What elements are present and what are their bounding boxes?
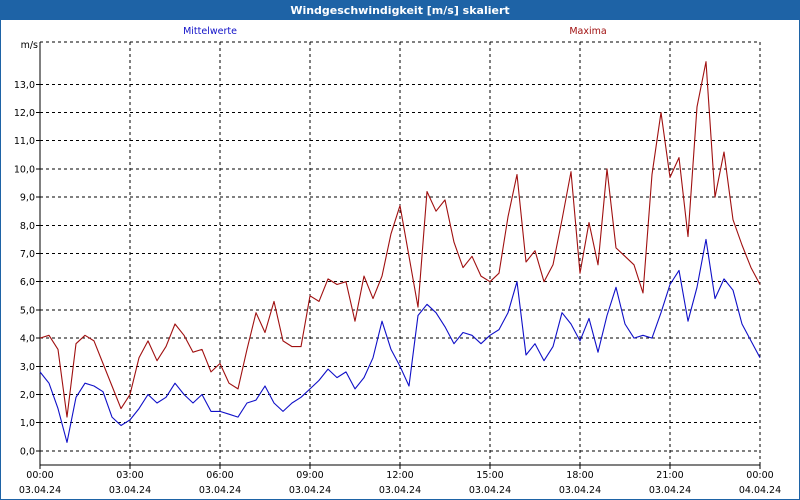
y-tick-label: 2,0	[20, 390, 35, 401]
x-tick-date-label: 03.04.24	[289, 485, 331, 496]
axis-layer: 0,0 1,0 2,0 3,0 4,0 5,0 6,0 7,0 8,0 9,0 10,0 11,0 12…	[14, 42, 781, 496]
y-tick-label: 7,0	[20, 249, 35, 260]
x-tick-time-label: 03:00	[116, 470, 143, 481]
x-tick-time-label: 21:00	[656, 470, 683, 481]
y-tick-label: 1,0	[20, 418, 35, 429]
y-tick-label: 5,0	[20, 305, 35, 316]
series-layer	[39, 61, 761, 443]
x-tick-date-label: 03.04.24	[109, 485, 151, 496]
grid-layer	[39, 41, 761, 465]
x-tick-time-label: 15:00	[476, 470, 503, 481]
y-tick-label: 8,0	[20, 221, 35, 232]
y-tick-label: 0,0	[20, 446, 35, 457]
y-tick-label: 3,0	[20, 362, 35, 373]
x-tick-date-label: 03.04.24	[649, 485, 691, 496]
y-tick-label: 6,0	[20, 277, 35, 288]
y-tick-label: 4,0	[20, 334, 35, 345]
x-tick-date-label: 04.04.24	[739, 485, 781, 496]
x-tick-time-label: 12:00	[386, 470, 413, 481]
y-axis-unit-label: m/s	[21, 40, 38, 51]
legend-mean-label: Mittelwerte	[183, 26, 237, 37]
series-line-maxima	[39, 61, 761, 418]
y-tick-label: 10,0	[14, 164, 35, 175]
series-line-mittelwerte	[39, 238, 761, 443]
x-tick-time-label: 00:00	[26, 470, 53, 481]
window-title: Windgeschwindigkeit [m/s] skaliert	[1, 1, 799, 20]
legend-max-label: Maxima	[569, 26, 606, 37]
x-tick-date-label: 03.04.24	[559, 485, 601, 496]
x-tick-date-label: 03.04.24	[199, 485, 241, 496]
y-tick-label: 12,0	[14, 108, 35, 119]
x-tick-time-label: 09:00	[296, 470, 323, 481]
x-tick-date-label: 03.04.24	[379, 485, 421, 496]
x-tick-time-label: 06:00	[206, 470, 233, 481]
x-tick-time-label: 00:00	[746, 470, 773, 481]
y-tick-label: 11,0	[14, 136, 35, 147]
y-tick-label: 9,0	[20, 193, 35, 204]
x-tick-time-label: 18:00	[566, 470, 593, 481]
x-tick-date-label: 03.04.24	[19, 485, 61, 496]
y-tick-label: 13,0	[14, 80, 35, 91]
x-tick-date-label: 03.04.24	[469, 485, 511, 496]
